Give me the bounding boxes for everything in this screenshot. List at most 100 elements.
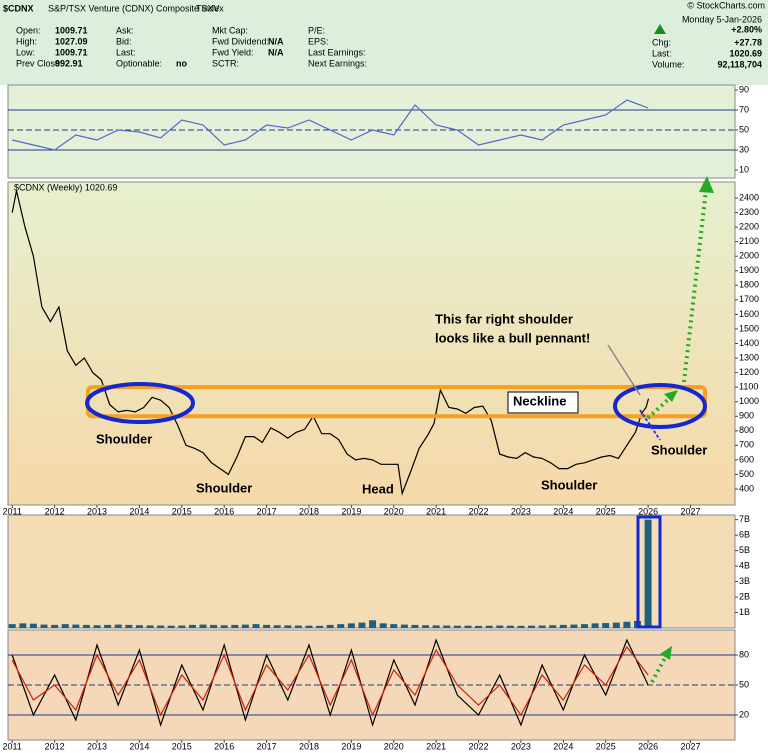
y-tick-label: 80 — [739, 649, 749, 659]
field-label: High: — [16, 36, 37, 46]
field-label: Prev Close: — [16, 58, 63, 68]
x-tick-label: 2015 — [172, 741, 192, 751]
bar — [390, 624, 398, 628]
y-tick-label: 50 — [739, 679, 749, 689]
bar — [241, 624, 249, 628]
volume-panel — [7, 514, 736, 629]
field-value: N/A — [268, 47, 284, 57]
field-label: Low: — [16, 47, 35, 57]
line — [12, 99, 649, 151]
y-tick-label: 600 — [739, 454, 754, 464]
bar — [146, 625, 154, 628]
y-tick-label: 6B — [739, 529, 750, 539]
pennant-line — [639, 409, 661, 441]
x-tick-label: 2018 — [299, 506, 319, 516]
callout-pointer — [607, 344, 641, 396]
series-label: $CDNX (Weekly) 1020.69 — [14, 182, 117, 192]
x-tick-label: 2012 — [45, 506, 65, 516]
x-tick-label: 2019 — [341, 506, 361, 516]
exchange: TSXV — [196, 3, 220, 13]
bar — [104, 624, 112, 628]
x-tick-label: 2027 — [680, 506, 700, 516]
y-tick-label: 3B — [739, 576, 750, 586]
bar — [358, 622, 366, 628]
quote-value: +27.78 — [734, 37, 762, 47]
bar — [263, 624, 271, 628]
y-tick-label: 4B — [739, 560, 750, 570]
field-value: 992.91 — [55, 58, 83, 68]
header-bg — [0, 0, 768, 85]
y-tick-label: 1400 — [739, 338, 759, 348]
bar — [475, 625, 483, 628]
bar — [82, 624, 90, 628]
callout: This far right shoulder — [435, 311, 573, 326]
price-panel — [7, 181, 736, 506]
volume-highlight — [636, 515, 662, 629]
y-tick-label: 1500 — [739, 323, 759, 333]
change-pct: +2.80% — [731, 24, 762, 34]
y-tick-label: 7B — [739, 514, 750, 524]
field-label: Optionable: — [116, 58, 162, 68]
field-label: Open: — [16, 25, 41, 35]
annotation: Neckline — [513, 393, 566, 408]
x-tick-label: 2021 — [426, 506, 446, 516]
date: Monday 5-Jan-2026 — [682, 14, 762, 24]
annotation: Shoulder — [96, 431, 152, 446]
callout: looks like a bull pennant! — [435, 330, 590, 345]
x-tick-label: 2027 — [680, 741, 700, 751]
bar — [432, 625, 440, 628]
bar — [305, 625, 313, 628]
x-tick-label: 2014 — [129, 741, 149, 751]
annotation: Head — [362, 481, 394, 496]
bar — [453, 625, 461, 628]
x-tick-label: 2018 — [299, 741, 319, 751]
bar — [411, 624, 419, 628]
arrow — [650, 655, 668, 683]
bar — [294, 625, 302, 628]
y-tick-label: 2300 — [739, 207, 759, 217]
y-tick-label: 10 — [739, 164, 749, 174]
arrowhead — [660, 646, 672, 660]
bar — [93, 625, 101, 628]
bar — [581, 624, 589, 628]
symbol: $CDNX — [3, 3, 34, 13]
bar — [231, 624, 239, 628]
x-tick-label: 2025 — [596, 741, 616, 751]
field-label: Fwd Yield: — [212, 47, 254, 57]
bar — [188, 624, 196, 628]
bar — [40, 624, 48, 628]
bar — [284, 625, 292, 628]
x-tick-label: 2026 — [638, 741, 658, 751]
x-tick-label: 2011 — [3, 741, 22, 751]
bar — [178, 625, 186, 628]
y-tick-label: 900 — [739, 411, 754, 421]
x-tick-label: 2024 — [553, 741, 573, 751]
y-tick-label: 500 — [739, 469, 754, 479]
quote-label: Chg: — [652, 37, 671, 47]
field-label: Bid: — [116, 36, 132, 46]
y-tick-label: 2B — [739, 591, 750, 601]
field-value: 1009.71 — [55, 25, 88, 35]
x-tick-label: 2014 — [129, 506, 149, 516]
y-tick-label: 1700 — [739, 294, 759, 304]
bar — [252, 624, 260, 628]
bar — [210, 624, 218, 628]
x-tick-label: 2024 — [553, 506, 573, 516]
bar — [8, 624, 16, 628]
x-tick-label: 2015 — [172, 506, 192, 516]
quote-value: 1020.69 — [729, 48, 762, 58]
bar — [570, 624, 578, 628]
annotation: Shoulder — [541, 477, 597, 492]
rsi-panel — [7, 84, 736, 179]
bar — [612, 622, 620, 628]
y-tick-label: 700 — [739, 440, 754, 450]
field-label: Last: — [116, 47, 136, 57]
neckline-box — [507, 391, 579, 414]
y-tick-label: 2100 — [739, 236, 759, 246]
bar — [61, 624, 69, 628]
x-tick-label: 2022 — [469, 506, 489, 516]
x-tick-label: 2023 — [511, 741, 531, 751]
annotation: Shoulder — [651, 442, 707, 457]
ellipse — [613, 383, 707, 429]
x-tick-label: 2016 — [214, 506, 234, 516]
